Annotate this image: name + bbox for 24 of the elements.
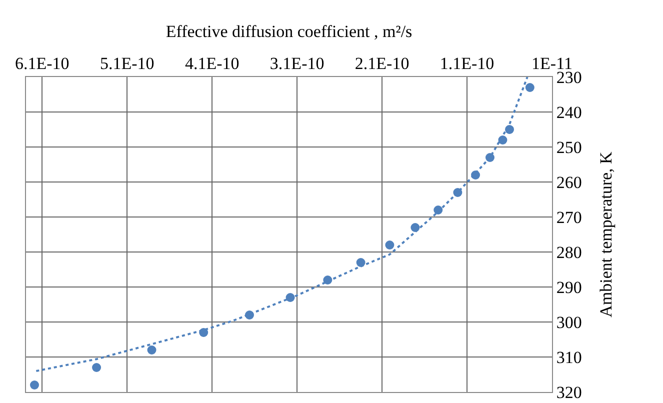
y-tick-label: 260 (556, 172, 582, 192)
point (505, 125, 514, 134)
x-tick-label: 5.1E-10 (100, 54, 154, 74)
y-tick-label: 230 (556, 68, 582, 87)
point (147, 346, 156, 354)
y-tick-label: 320 (556, 382, 582, 402)
y-tick-label: 280 (556, 242, 582, 262)
point (525, 83, 534, 92)
y-tick-label: 300 (556, 312, 582, 332)
y-tick-label: 310 (556, 348, 582, 367)
y-axis-title: Ambient temperature, K (596, 150, 616, 318)
x-tick-label: 6.1E-10 (15, 54, 70, 74)
point (30, 380, 39, 390)
x-tick-label: 3.1E-10 (270, 54, 324, 74)
point (92, 363, 102, 372)
x-tick-label: 4.1E-10 (184, 54, 240, 74)
y-tick-label: 290 (556, 278, 582, 297)
y-tick-label: 240 (556, 102, 582, 122)
x-tick-label: 2.1E-10 (354, 54, 410, 74)
x-axis-title: Effective diffusion coefficient , m²/s (166, 22, 412, 41)
x-tick-label: 1.1E-10 (440, 54, 494, 74)
y-tick-label: 270 (556, 208, 582, 227)
point (385, 240, 394, 250)
y-tick-label: 250 (556, 138, 582, 157)
